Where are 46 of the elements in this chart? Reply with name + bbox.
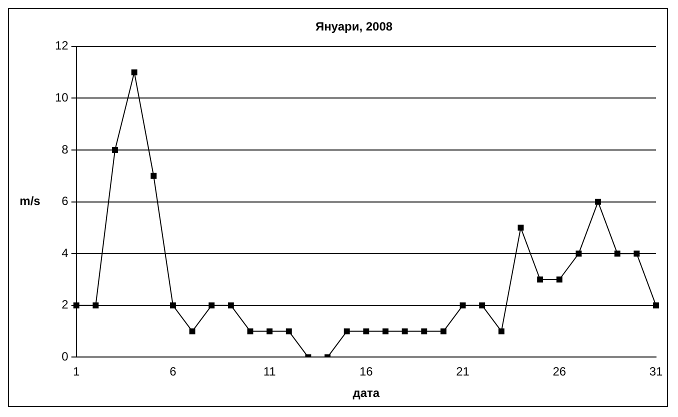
point: [556, 276, 562, 282]
y-axis-title: m/s: [20, 194, 41, 208]
point: [286, 328, 292, 334]
point: [634, 250, 640, 257]
y-tick-label: 4: [62, 246, 69, 260]
y-tick-label: 2: [62, 298, 69, 312]
point: [228, 302, 234, 308]
point: [382, 328, 388, 334]
point: [208, 302, 215, 308]
point: [537, 276, 544, 282]
x-tick-label: 11: [263, 364, 276, 379]
point: [402, 328, 408, 334]
x-tick-label: 6: [170, 364, 177, 379]
point: [479, 302, 486, 308]
point: [247, 328, 254, 334]
point: [595, 198, 602, 205]
x-tick-label: 26: [552, 364, 566, 379]
y-tick-label: 12: [54, 38, 69, 53]
point: [576, 250, 582, 257]
point: [73, 302, 80, 308]
point: [363, 328, 370, 334]
point: [189, 328, 196, 334]
point: [266, 328, 273, 334]
point: [170, 302, 176, 308]
x-axis-title: дата: [352, 386, 380, 400]
point: [150, 172, 157, 179]
y-tick-label: 6: [62, 194, 69, 208]
x-tick-label: 1: [73, 364, 80, 379]
point: [131, 69, 138, 76]
y-tick-label: 8: [62, 142, 69, 156]
x-tick-label: 21: [456, 364, 470, 379]
point: [460, 302, 466, 308]
point: [614, 250, 620, 257]
point: [92, 302, 99, 308]
point: [518, 224, 524, 231]
point: [421, 328, 428, 334]
point: [112, 147, 118, 153]
chart-title: Януари, 2008: [315, 20, 393, 34]
y-tick-label: 0: [62, 350, 69, 364]
point: [498, 328, 504, 334]
x-tick-label: 16: [359, 364, 374, 379]
point: [653, 302, 659, 308]
point: [344, 328, 350, 334]
y-tick-label: 10: [54, 90, 69, 105]
x-tick-label: 31: [649, 364, 663, 379]
point: [440, 328, 446, 334]
